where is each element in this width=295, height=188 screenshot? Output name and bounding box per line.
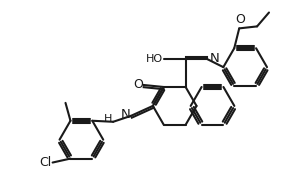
Text: N: N — [209, 52, 219, 65]
Text: O: O — [235, 13, 245, 26]
Text: H: H — [104, 114, 112, 124]
Text: HO: HO — [146, 54, 163, 64]
Text: O: O — [133, 77, 143, 90]
Text: N: N — [120, 108, 130, 121]
Text: Cl: Cl — [39, 156, 52, 169]
